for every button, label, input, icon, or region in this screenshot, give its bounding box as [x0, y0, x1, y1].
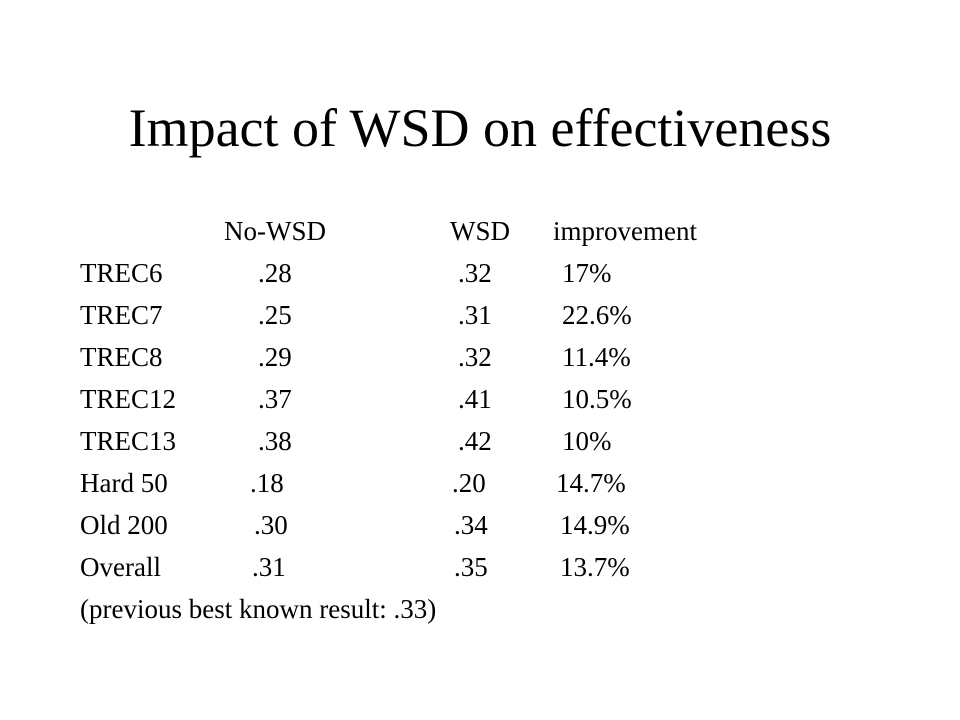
table-row: Hard 50 .18 .20 14.7%	[0, 464, 960, 502]
no-wsd-value: .38	[258, 426, 292, 456]
row-label: Old 200	[80, 510, 168, 540]
column-header-no-wsd: No-WSD	[224, 216, 326, 246]
row-label: TREC6	[80, 258, 163, 288]
improvement-value: 14.7%	[556, 468, 626, 498]
no-wsd-value: .29	[258, 342, 292, 372]
improvement-value: 10%	[562, 426, 612, 456]
table-row: TREC12 .37 .41 10.5%	[0, 380, 960, 418]
table-row: TREC8 .29 .32 11.4%	[0, 338, 960, 376]
table-row: Old 200 .30 .34 14.9%	[0, 506, 960, 544]
wsd-value: .34	[454, 510, 488, 540]
column-header-wsd: WSD	[450, 216, 510, 246]
no-wsd-value: .18	[250, 468, 284, 498]
no-wsd-value: .28	[258, 258, 292, 288]
improvement-value: 22.6%	[562, 300, 632, 330]
no-wsd-value: .30	[254, 510, 288, 540]
wsd-value: .20	[452, 468, 486, 498]
wsd-value: .35	[454, 552, 488, 582]
wsd-value: .32	[458, 342, 492, 372]
slide-title: Impact of WSD on effectiveness	[128, 98, 832, 158]
row-label: TREC12	[80, 384, 177, 414]
row-label: Overall	[80, 552, 161, 582]
improvement-value: 17%	[562, 258, 612, 288]
improvement-value: 13.7%	[560, 552, 630, 582]
wsd-value: .31	[458, 300, 492, 330]
column-header-improvement: improvement	[553, 216, 697, 246]
table-row: TREC13 .38 .42 10%	[0, 422, 960, 460]
no-wsd-value: .37	[258, 384, 292, 414]
table-row: TREC7 .25 .31 22.6%	[0, 296, 960, 334]
row-label: Hard 50	[80, 468, 168, 498]
no-wsd-value: .25	[258, 300, 292, 330]
row-label: TREC13	[80, 426, 177, 456]
table-header-row: No-WSD WSD improvement	[0, 212, 960, 250]
no-wsd-value: .31	[252, 552, 286, 582]
wsd-value: .42	[458, 426, 492, 456]
table-row: TREC6 .28 .32 17%	[0, 254, 960, 292]
improvement-value: 11.4%	[562, 342, 631, 372]
improvement-value: 14.9%	[560, 510, 630, 540]
wsd-value: .32	[458, 258, 492, 288]
wsd-value: .41	[458, 384, 492, 414]
row-label: TREC8	[80, 342, 163, 372]
table-row: Overall .31 .35 13.7%	[0, 548, 960, 586]
row-label: TREC7	[80, 300, 163, 330]
footnote: (previous best known result: .33)	[80, 594, 437, 624]
improvement-value: 10.5%	[562, 384, 632, 414]
